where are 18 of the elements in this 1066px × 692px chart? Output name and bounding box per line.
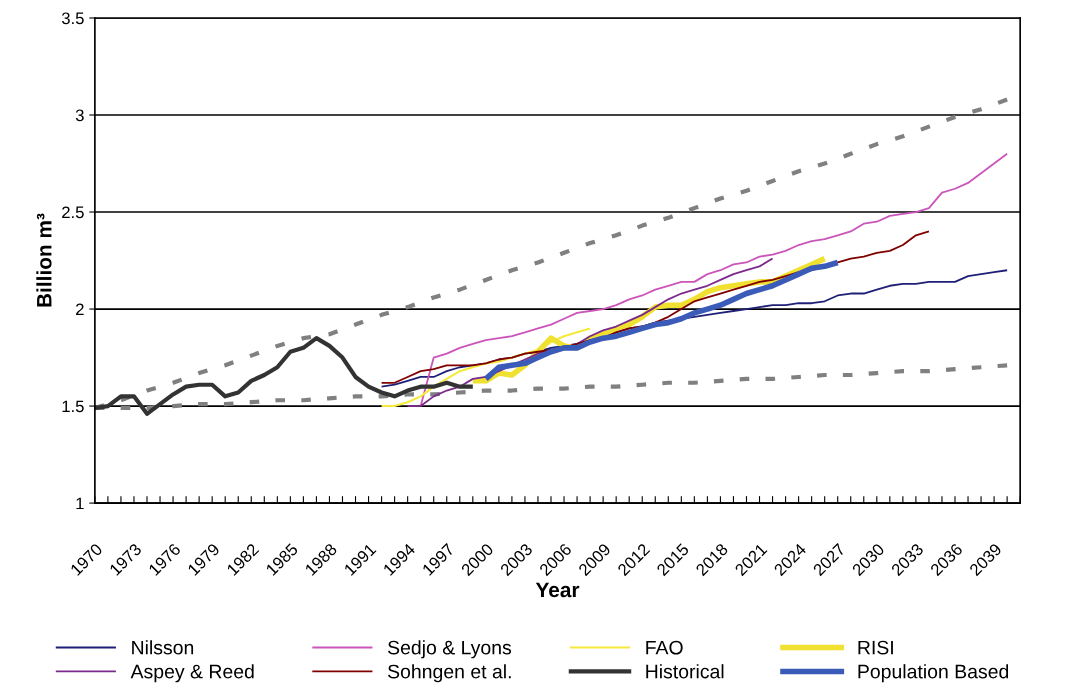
y-tick-label: 1.5	[62, 400, 84, 413]
legend-label: Aspey & Reed	[130, 664, 254, 683]
legend-label: Nilsson	[132, 640, 194, 655]
x-axis-title: Year	[535, 582, 580, 598]
legend-label: Sedjo & Lyons	[387, 640, 512, 659]
y-tick-label: 3	[75, 109, 84, 122]
y-tick-label: 3.5	[61, 12, 84, 25]
legend-label: RISI	[858, 640, 893, 655]
y-axis-title: Billion m³	[36, 213, 52, 307]
y-tick-label: 2.5	[62, 206, 84, 219]
line-series	[94, 336, 475, 416]
legend-label: Sohngen et al.	[387, 664, 511, 683]
line-series	[419, 152, 1009, 407]
y-tick-label: 2	[76, 303, 84, 316]
legend-label: Population Based	[858, 664, 1009, 683]
legend-label: FAO	[646, 640, 683, 655]
y-tick-label: 1	[76, 497, 84, 510]
legend-label: Historical	[646, 664, 724, 679]
